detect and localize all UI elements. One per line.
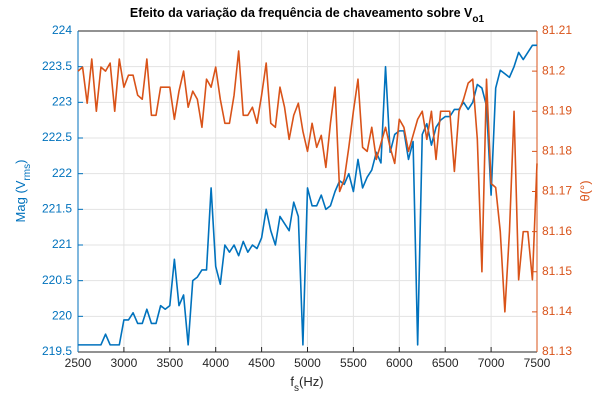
title-text: Efeito da variação da frequência de chav…	[130, 6, 473, 20]
x-tick-label: 6500	[432, 356, 459, 370]
x-tick-label: 4500	[248, 356, 275, 370]
y-tick-label: 224	[52, 23, 72, 37]
x-tick-label: 7500	[524, 356, 551, 370]
y2-tick-label: 81.18	[542, 144, 572, 158]
chart-title: Efeito da variação da frequência de chav…	[130, 6, 485, 24]
y-label-suffix: )	[13, 160, 28, 164]
x-tick-label: 3000	[111, 356, 138, 370]
title-subscript: o1	[472, 14, 484, 25]
x-axis-label: fs(Hz)	[290, 374, 323, 393]
y-tick-label: 220.5	[42, 273, 72, 287]
y-tick-label: 222	[52, 166, 72, 180]
y2-tick-label: 81.14	[542, 304, 572, 318]
y-tick-label: 219.5	[42, 344, 72, 358]
x-label-subscript: s	[294, 383, 299, 394]
y-tick-label: 223.5	[42, 59, 72, 73]
x-tick-label: 7000	[478, 356, 505, 370]
x-tick-label: 5500	[340, 356, 367, 370]
y2-tick-label: 81.21	[542, 23, 572, 37]
y-label-text: Mag (V	[13, 180, 28, 222]
x-tick-label: 5000	[294, 356, 321, 370]
x-label-text: f	[290, 374, 294, 389]
y-tick-label: 221.5	[42, 202, 72, 216]
y2-tick-label: 81.2	[542, 63, 566, 77]
y-label-subscript: rms	[22, 164, 33, 181]
y-axis-label: Mag (Vrms)	[13, 160, 32, 223]
y2-tick-label: 81.17	[542, 184, 572, 198]
y-tick-label: 221	[52, 237, 72, 251]
x-label-suffix: (Hz)	[299, 374, 324, 389]
y-tick-label: 222.5	[42, 130, 72, 144]
x-tick-label: 2500	[65, 356, 92, 370]
y-tick-label: 223	[52, 95, 72, 109]
y-tick-label: 220	[52, 309, 72, 323]
y2-tick-label: 81.19	[542, 103, 572, 117]
data-line	[77, 50, 538, 313]
y2-tick-label: 81.13	[542, 344, 572, 358]
y2-tick-label: 81.15	[542, 264, 572, 278]
x-tick-label: 3500	[156, 356, 183, 370]
x-tick-label: 6000	[386, 356, 413, 370]
y2-tick-label: 81.16	[542, 224, 572, 238]
x-tick-label: 4000	[202, 356, 229, 370]
y2-axis-label: θ(°)	[577, 180, 592, 201]
